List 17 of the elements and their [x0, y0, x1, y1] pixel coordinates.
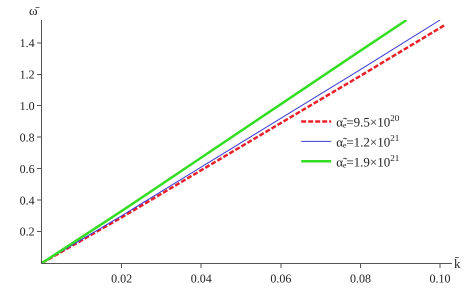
x-tick-label: 0.10	[430, 271, 451, 286]
y-tick-label: 0.4	[20, 193, 35, 208]
y-tick-label: 0.2	[20, 224, 35, 239]
y-tick-label: 0.6	[20, 162, 35, 176]
x-tick-label: 0.02	[111, 271, 132, 286]
x-tick-label: 0.06	[270, 271, 292, 286]
x-axis-title: k̄	[454, 256, 461, 271]
legend-label: α̃ₑ=9.5×10$^{20}$	[336, 113, 400, 130]
x-tick-label: 0.08	[350, 271, 371, 286]
x-tick-label: 0.04	[190, 271, 212, 286]
legend-label: α̃ₑ=1.9×10$^{21}$	[336, 152, 400, 170]
y-tick-label: 0.8	[20, 130, 35, 144]
legend-label: α̃ₑ=1.2×10$^{21}$	[336, 132, 400, 150]
y-tick-label: 1.2	[20, 67, 35, 82]
y-tick-label: 1.4	[20, 36, 35, 50]
y-tick-label: 1.0	[20, 98, 35, 113]
y-axis-title: ω̄	[29, 3, 40, 18]
